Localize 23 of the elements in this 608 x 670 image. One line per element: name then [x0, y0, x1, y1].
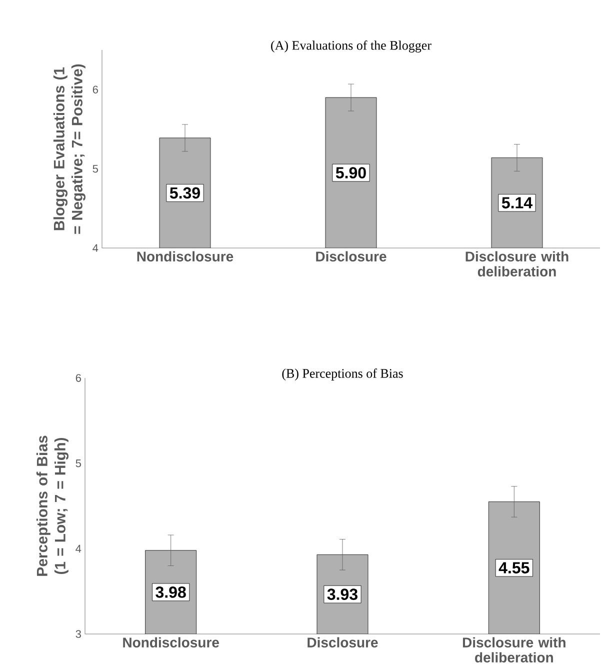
y-tick-label: 3 [76, 630, 81, 638]
x-tick-label: Nondisclosure [137, 251, 234, 262]
y-tick-label: 4 [76, 544, 82, 552]
x-tick-label: Nondisclosure [123, 637, 219, 648]
x-tick-label: Disclosure with deliberation [466, 251, 568, 276]
data-label: 5.39 [170, 187, 200, 199]
y-axis-title: Perceptions of Bias (1 = Low; 7 = High) [36, 436, 68, 576]
y-tick-label: 4 [92, 244, 98, 252]
data-label: 5.14 [502, 197, 532, 208]
data-label: 5.90 [336, 167, 366, 178]
x-tick-label: Disclosure [316, 251, 386, 262]
x-tick-label: Disclosure [308, 637, 378, 648]
y-axis-title: Blogger Evaluations (1 = Negative; 7= Positive) [53, 64, 86, 234]
y-tick-label: 6 [92, 86, 98, 94]
data-label: 4.55 [498, 562, 530, 574]
y-tick-label: 6 [76, 374, 81, 382]
chart-title: (B) Perceptions of Bias [282, 368, 403, 380]
y-tick-label: 5 [92, 164, 98, 173]
data-label: 3.93 [327, 588, 358, 600]
chart-title: (A) Evaluations of the Blogger [271, 40, 432, 52]
data-label: 3.98 [156, 586, 186, 598]
x-tick-label: Disclosure with deliberation [462, 637, 566, 662]
y-tick-label: 5 [76, 460, 81, 468]
